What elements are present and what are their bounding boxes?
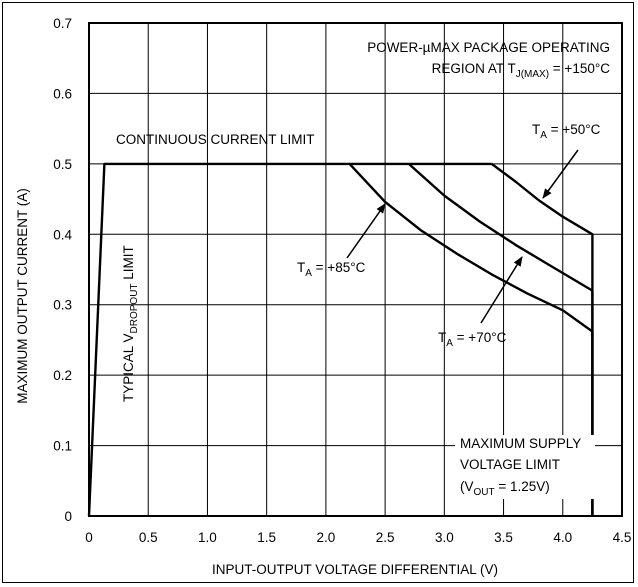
y-tick-label: 0.5: [53, 157, 72, 172]
x-tick-label: 4.5: [613, 530, 632, 545]
y-tick-label: 0: [64, 509, 72, 524]
x-tick-label: 0: [85, 530, 93, 545]
supply-label-line2: VOLTAGE LIMIT: [460, 457, 560, 472]
dropout-limit-label: TYPICAL VDROPOUT LIMIT: [121, 245, 140, 402]
y-tick-label: 0.1: [53, 439, 72, 454]
x-tick-label: 2.0: [316, 530, 335, 545]
grid-lines: [88, 22, 623, 517]
x-tick-label: 1.5: [257, 530, 276, 545]
supply-label-bg: [455, 435, 595, 499]
x-tick-label: 3.0: [435, 530, 454, 545]
curve-t50: [490, 162, 594, 516]
ta50-arrow: [542, 149, 579, 199]
ta70-label: TA = +70°C: [438, 330, 507, 349]
ta50-label: TA = +50°C: [532, 122, 601, 141]
ta70-arrow: [480, 256, 523, 324]
y-tick-label: 0.4: [53, 227, 72, 242]
x-tick-label: 2.5: [376, 530, 395, 545]
continuous-limit-label: CONTINUOUS CURRENT LIMIT: [116, 132, 315, 147]
curve-limit: [87, 162, 492, 517]
curves: [87, 162, 594, 517]
region-label-line2: REGION AT TJ(MAX) = +150°C: [432, 61, 611, 80]
y-tick-label: 0.2: [53, 368, 72, 383]
supply-label-line1: MAXIMUM SUPPLY: [460, 436, 581, 451]
y-axis-label: MAXIMUM OUTPUT CURRENT (A): [15, 188, 30, 404]
x-axis-label: INPUT-OUTPUT VOLTAGE DIFFERENTIAL (V): [212, 562, 498, 577]
y-tick-labels: 0 0.1 0.2 0.3 0.4 0.5 0.6 0.7: [53, 16, 72, 524]
x-tick-label: 3.5: [494, 530, 513, 545]
curve-t85: [348, 163, 594, 516]
supply-label-line3: (VOUT = 1.25V): [460, 479, 550, 498]
x-tick-label: 0.5: [139, 530, 158, 545]
ta85-arrow: [346, 203, 386, 259]
x-tick-label: 4.0: [553, 530, 572, 545]
x-tick-labels: 0 0.5 1.0 1.5 2.0 2.5 3.0 3.5 4.0 4.5: [85, 530, 631, 545]
plot-border: [88, 22, 623, 517]
y-tick-label: 0.3: [53, 298, 72, 313]
y-tick-label: 0.7: [53, 16, 72, 31]
y-tick-label: 0.6: [53, 86, 72, 101]
ta85-label: TA = +85°C: [297, 260, 366, 279]
curve-t70: [408, 163, 594, 516]
region-label-line1: POWER-µMAX PACKAGE OPERATING: [367, 40, 610, 55]
x-tick-label: 1.0: [198, 530, 217, 545]
